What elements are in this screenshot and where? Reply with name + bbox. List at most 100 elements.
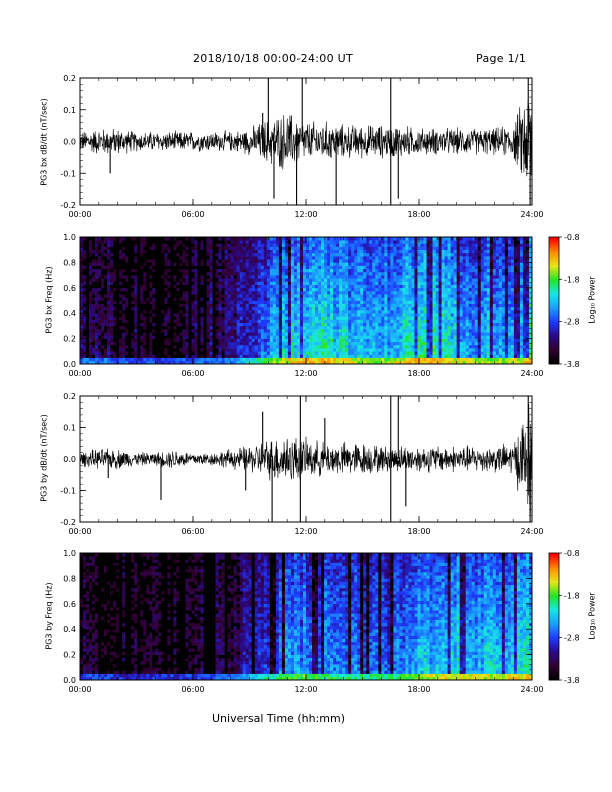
- heat-cell: [363, 338, 367, 343]
- heat-cell: [429, 237, 433, 241]
- heat-cell: [272, 332, 277, 336]
- heat-cell: [203, 262, 207, 266]
- heat-cell: [89, 313, 93, 317]
- heat-cell: [333, 354, 337, 358]
- heat-cell: [426, 237, 430, 241]
- heat-cell: [327, 271, 331, 276]
- heat-cell: [378, 284, 382, 289]
- heat-cell: [315, 319, 319, 324]
- heat-cell: [92, 351, 96, 355]
- heat-cell: [324, 332, 328, 336]
- heat-cell: [119, 265, 123, 270]
- heat-cell: [209, 316, 213, 320]
- heat-cell: [227, 310, 231, 314]
- heat-cell: [158, 360, 162, 365]
- heat-cell: [107, 344, 111, 349]
- heat-cell: [182, 249, 186, 254]
- heat-cell: [342, 310, 346, 314]
- heat-cell: [263, 344, 268, 349]
- heat-cell: [194, 281, 198, 285]
- heat-cell: [333, 256, 337, 260]
- heat-cell: [248, 300, 253, 304]
- heat-cell: [426, 332, 430, 336]
- heat-cell: [254, 303, 259, 308]
- heat-cell: [146, 287, 150, 292]
- heat-cell: [254, 325, 259, 330]
- heat-cell: [116, 287, 120, 292]
- heat-cell: [360, 256, 364, 260]
- heat-cell: [203, 240, 207, 244]
- heat-cell: [354, 316, 358, 320]
- heat-cell: [89, 294, 93, 298]
- heat-cell: [83, 354, 87, 358]
- heat-cell: [336, 243, 340, 247]
- heat-cell: [312, 271, 316, 276]
- heat-cell: [203, 341, 207, 346]
- heat-cell: [89, 303, 93, 308]
- heat-cell: [125, 316, 129, 320]
- heat-cell: [369, 262, 373, 266]
- heat-cell: [278, 348, 283, 352]
- heat-cell: [83, 252, 87, 257]
- heat-cell: [236, 348, 240, 352]
- heat-cell: [408, 325, 412, 330]
- heat-cell: [179, 294, 183, 298]
- heat-cell: [104, 341, 108, 346]
- heat-cell: [369, 313, 373, 317]
- heat-cell: [101, 338, 105, 343]
- heat-cell: [299, 281, 304, 285]
- heat-cell: [161, 344, 165, 349]
- heat-cell: [146, 351, 150, 355]
- heat-cell: [200, 300, 204, 304]
- heat-cell: [275, 310, 280, 314]
- heat-cell: [348, 262, 352, 266]
- heat-cell: [357, 325, 361, 330]
- heat-cell: [200, 271, 204, 276]
- heat-cell: [203, 256, 207, 260]
- heat-cell: [429, 294, 433, 298]
- heat-cell: [360, 319, 364, 324]
- heat-cell: [414, 281, 418, 285]
- heat-cell: [378, 287, 382, 292]
- heat-cell: [188, 246, 192, 250]
- heat-cell: [354, 348, 358, 352]
- heat-cell: [414, 284, 418, 289]
- heat-cell: [107, 284, 111, 289]
- heat-cell: [393, 275, 397, 279]
- heat-cell: [357, 259, 361, 263]
- heat-cell: [360, 300, 364, 304]
- heat-cell: [194, 303, 198, 308]
- heat-cell: [336, 252, 340, 257]
- heat-cell: [333, 271, 337, 276]
- heat-cell: [387, 271, 391, 276]
- heat-cell: [107, 322, 111, 327]
- heat-cell: [429, 268, 433, 273]
- heat-cell: [426, 243, 430, 247]
- heat-cell: [137, 300, 141, 304]
- heat-cell: [432, 237, 436, 241]
- heat-cell: [137, 338, 141, 343]
- heat-cell: [302, 306, 307, 311]
- heat-cell: [275, 281, 280, 285]
- heat-cell: [306, 256, 310, 260]
- heat-cell: [306, 344, 310, 349]
- heat-cell: [263, 313, 268, 317]
- heat-cell: [372, 252, 376, 257]
- heat-cell: [393, 329, 397, 333]
- heat-cell: [263, 325, 268, 330]
- heat-cell: [257, 237, 262, 241]
- heat-cell: [125, 271, 129, 276]
- heat-cell: [200, 351, 204, 355]
- heat-cell: [197, 294, 201, 298]
- heat-cell: [161, 322, 165, 327]
- heat-cell: [221, 271, 225, 276]
- heat-cell: [248, 351, 253, 355]
- heat-cell: [125, 278, 129, 282]
- heat-cell: [101, 278, 105, 282]
- heat-cell: [336, 325, 340, 330]
- heat-cell: [438, 240, 442, 244]
- heat-cell: [354, 265, 358, 270]
- heat-cell: [405, 338, 409, 343]
- heat-cell: [405, 306, 409, 311]
- heat-cell: [155, 306, 159, 311]
